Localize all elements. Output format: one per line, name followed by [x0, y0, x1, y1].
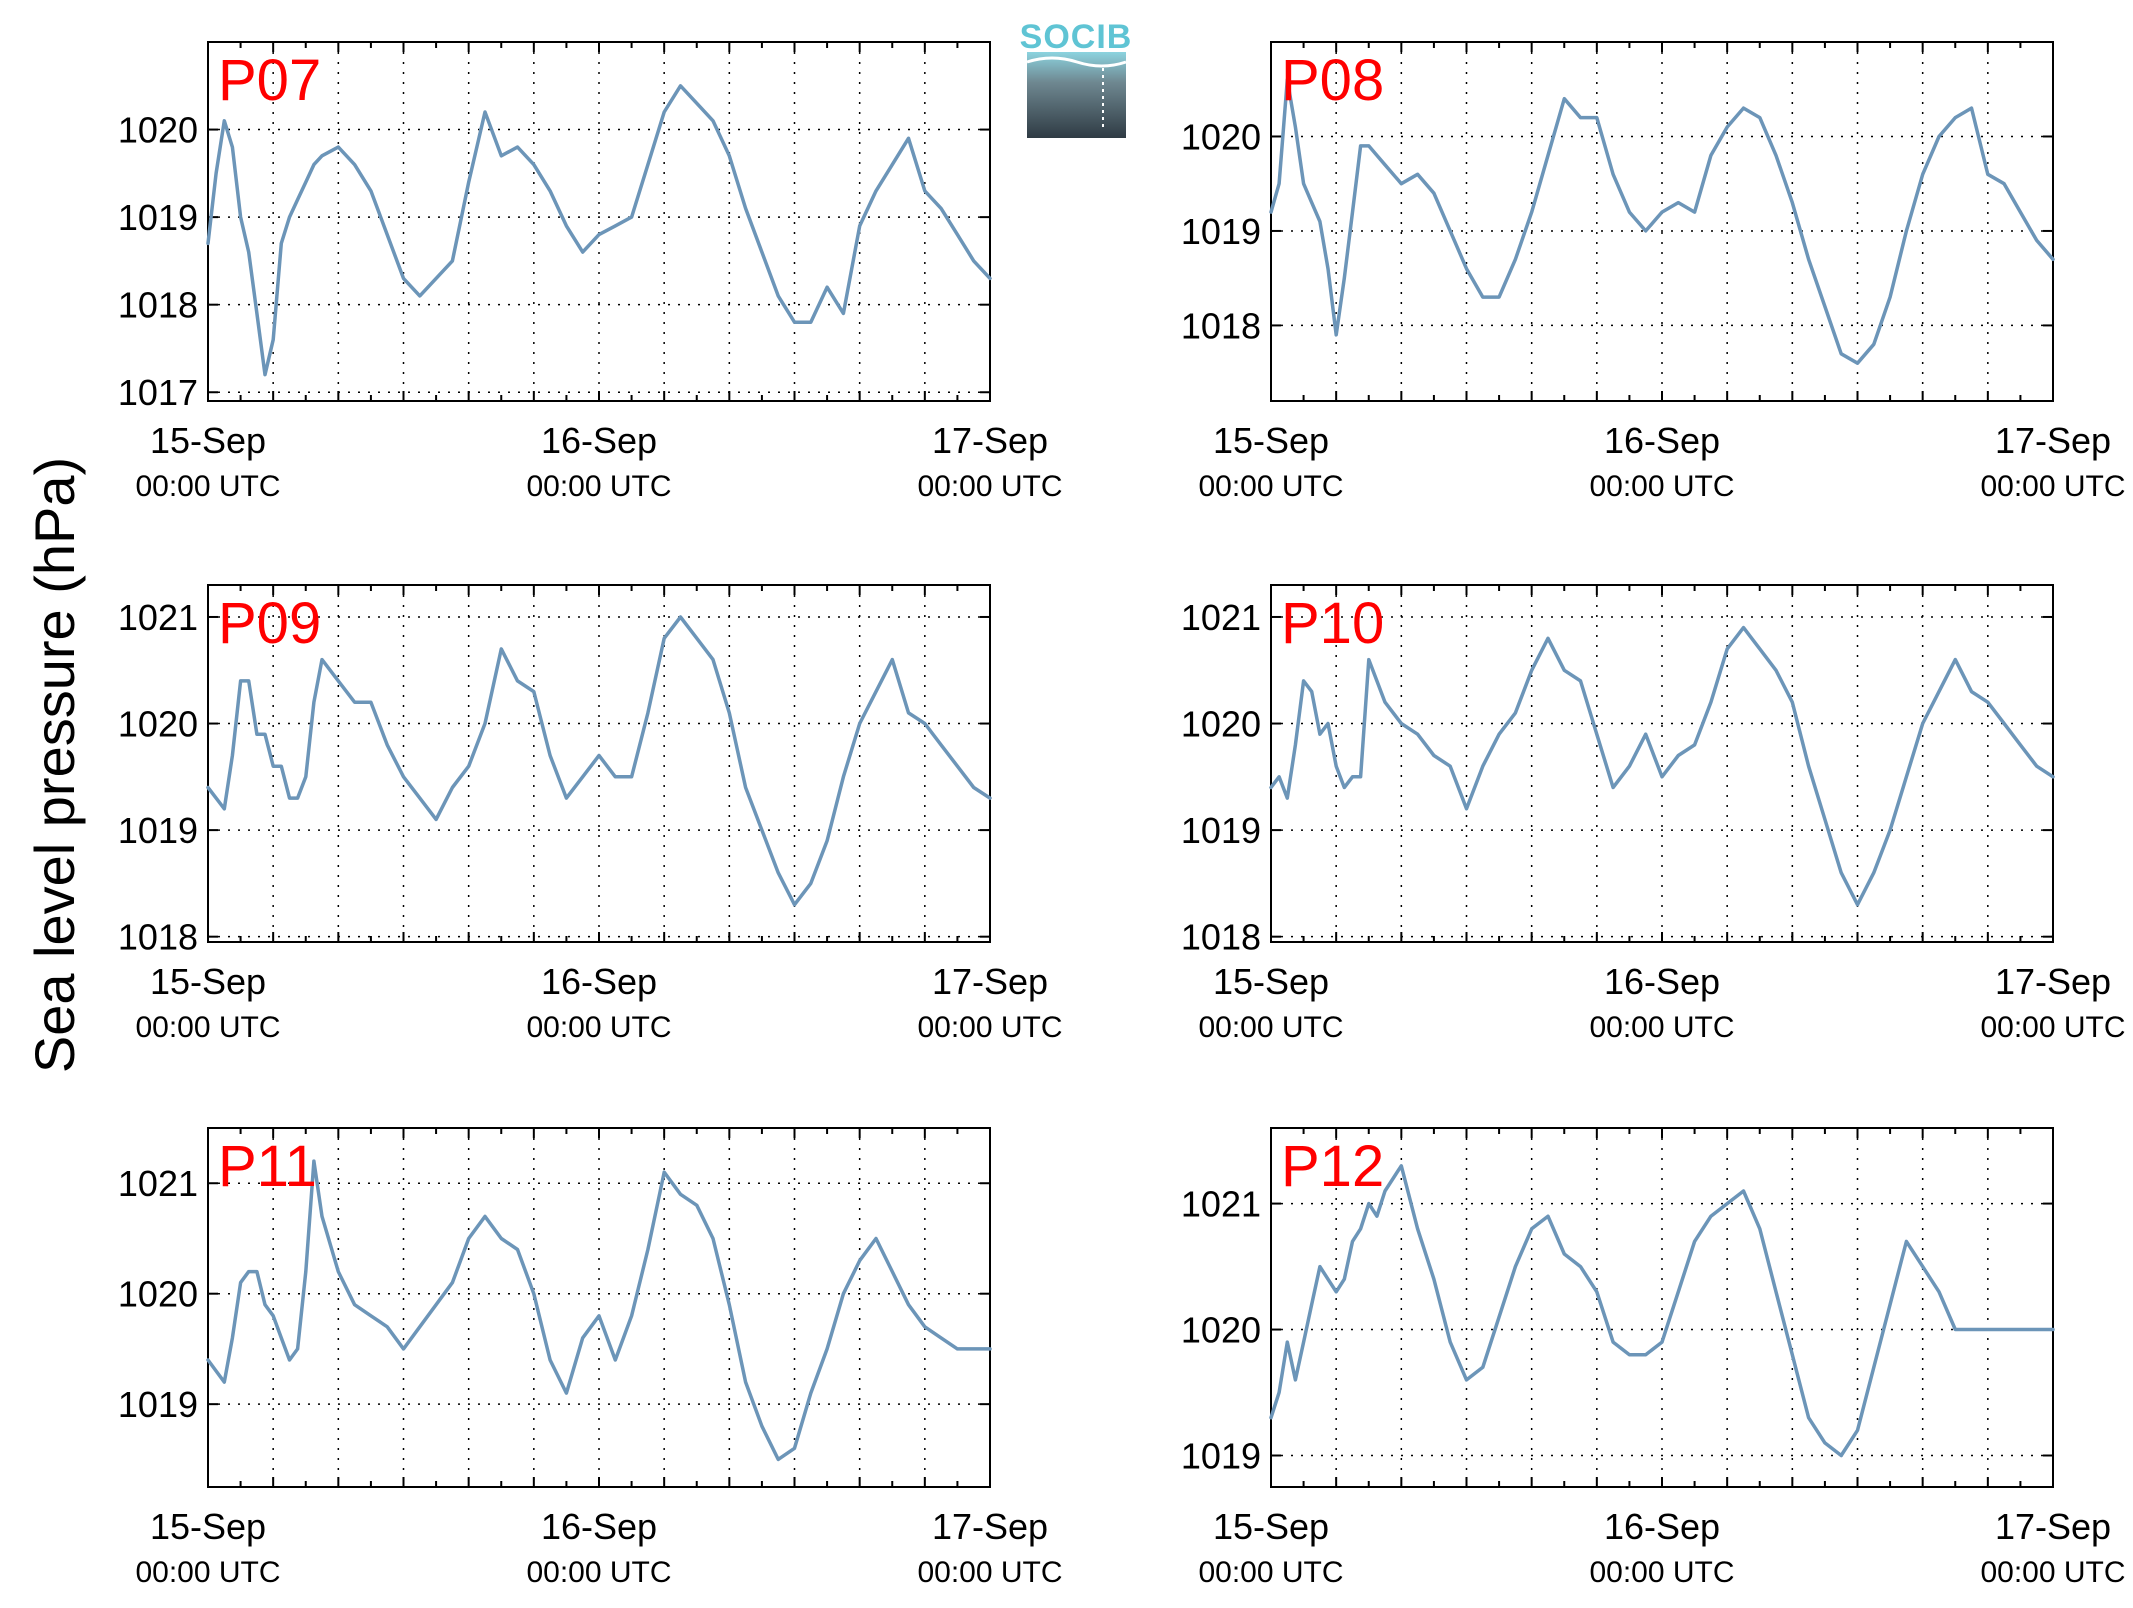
x-tick-label-date: 17-Sep — [1995, 1506, 2111, 1547]
series-line — [206, 84, 992, 377]
x-tick-label-date: 16-Sep — [1604, 1506, 1720, 1547]
y-tick-label: 1019 — [118, 810, 198, 851]
series-line — [206, 1159, 992, 1462]
panel-p10: 1018 1019 1020 1021 15-Sep 00:00 UTC 16-Sep 00:… — [1181, 584, 2126, 1044]
y-tick-label: 1020 — [118, 1274, 198, 1315]
y-tick-label: 1021 — [118, 597, 198, 638]
series-line — [1269, 78, 2055, 365]
x-tick-label-date: 17-Sep — [932, 961, 1048, 1002]
y-tick-label: 1018 — [118, 917, 198, 958]
x-tick-label-time: 00:00 UTC — [1198, 1011, 1343, 1044]
y-tick-label: 1018 — [118, 285, 198, 326]
y-tick-label: 1020 — [118, 110, 198, 151]
x-tick-label-date: 15-Sep — [150, 1506, 266, 1547]
x-tick-label-date: 17-Sep — [1995, 961, 2111, 1002]
x-tick-label-time: 00:00 UTC — [1980, 1556, 2125, 1589]
y-tick-label: 1021 — [118, 1163, 198, 1204]
x-tick-label-date: 15-Sep — [150, 961, 266, 1002]
x-tick-label-time: 00:00 UTC — [1589, 1011, 1734, 1044]
x-tick-label-time: 00:00 UTC — [526, 1556, 671, 1589]
x-tick-label-date: 16-Sep — [541, 1506, 657, 1547]
x-tick-label-time: 00:00 UTC — [917, 1011, 1062, 1044]
y-tick-label: 1017 — [118, 372, 198, 413]
y-tick-label: 1018 — [1181, 305, 1261, 346]
x-tick-label-time: 00:00 UTC — [1980, 1011, 2125, 1044]
x-tick-label-time: 00:00 UTC — [135, 1556, 280, 1589]
panel-p07: 1017 1018 1019 1020 15-Sep 00:00 UTC 16-Sep 00:… — [118, 41, 1063, 503]
x-tick-label-time: 00:00 UTC — [526, 1011, 671, 1044]
panel-p11: 1019 1020 1021 15-Sep 00:00 UTC 16-Sep 00:00 U… — [118, 1127, 1063, 1589]
axes-box — [207, 584, 991, 943]
y-tick-label: 1019 — [1181, 1436, 1261, 1477]
x-tick-label-time: 00:00 UTC — [1198, 1556, 1343, 1589]
panel-label: P10 — [1281, 591, 1384, 656]
panel-label: P07 — [218, 48, 321, 113]
series-line — [206, 615, 992, 907]
panel-label: P12 — [1281, 1134, 1384, 1199]
x-tick-label-date: 16-Sep — [541, 420, 657, 461]
panel-label: P11 — [218, 1134, 317, 1199]
x-tick-label-time: 00:00 UTC — [917, 1556, 1062, 1589]
axes-box — [1270, 584, 2054, 943]
panel-p12: 1019 1020 1021 15-Sep 00:00 UTC 16-Sep 00:00 U… — [1181, 1127, 2126, 1589]
axes-box — [1270, 1127, 2054, 1488]
x-tick-label-date: 17-Sep — [932, 420, 1048, 461]
panel-p09: 1018 1019 1020 1021 15-Sep 00:00 UTC 16-Sep 00:… — [118, 584, 1063, 1044]
x-tick-label-time: 00:00 UTC — [135, 470, 280, 503]
y-tick-label: 1019 — [118, 197, 198, 238]
y-tick-label: 1021 — [1181, 597, 1261, 638]
axes-box — [207, 41, 991, 402]
y-tick-label: 1019 — [1181, 810, 1261, 851]
x-tick-label-time: 00:00 UTC — [1589, 1556, 1734, 1589]
panel-label: P09 — [218, 591, 321, 656]
x-tick-label-date: 16-Sep — [1604, 961, 1720, 1002]
series-line — [1269, 625, 2055, 907]
x-tick-label-time: 00:00 UTC — [1589, 470, 1734, 503]
x-tick-label-time: 00:00 UTC — [135, 1011, 280, 1044]
x-tick-label-time: 00:00 UTC — [1198, 470, 1343, 503]
x-tick-label-date: 15-Sep — [1213, 420, 1329, 461]
axes-box — [1270, 41, 2054, 402]
panel-label: P08 — [1281, 48, 1384, 113]
y-tick-label: 1020 — [1181, 704, 1261, 745]
y-tick-label: 1020 — [1181, 116, 1261, 157]
y-tick-label: 1019 — [1181, 211, 1261, 252]
y-tick-label: 1018 — [1181, 917, 1261, 958]
x-tick-label-time: 00:00 UTC — [526, 470, 671, 503]
y-tick-label: 1020 — [1181, 1310, 1261, 1351]
x-tick-label-date: 16-Sep — [541, 961, 657, 1002]
x-tick-label-date: 15-Sep — [1213, 961, 1329, 1002]
x-tick-label-time: 00:00 UTC — [917, 470, 1062, 503]
series-line — [1269, 1164, 2055, 1458]
socib-logo: SOCIB — [1020, 18, 1133, 138]
x-tick-label-date: 17-Sep — [1995, 420, 2111, 461]
y-tick-label: 1019 — [118, 1384, 198, 1425]
y-axis-label: Sea level pressure (hPa) — [23, 457, 86, 1073]
x-tick-label-time: 00:00 UTC — [1980, 470, 2125, 503]
x-tick-label-date: 17-Sep — [932, 1506, 1048, 1547]
x-tick-label-date: 16-Sep — [1604, 420, 1720, 461]
y-tick-label: 1020 — [118, 704, 198, 745]
logo-text: SOCIB — [1020, 18, 1133, 56]
axes-box — [207, 1127, 991, 1488]
x-tick-label-date: 15-Sep — [1213, 1506, 1329, 1547]
panel-p08: 1018 1019 1020 15-Sep 00:00 UTC 16-Sep 00:00 U… — [1181, 41, 2126, 503]
y-tick-label: 1021 — [1181, 1184, 1261, 1225]
x-tick-label-date: 15-Sep — [150, 420, 266, 461]
